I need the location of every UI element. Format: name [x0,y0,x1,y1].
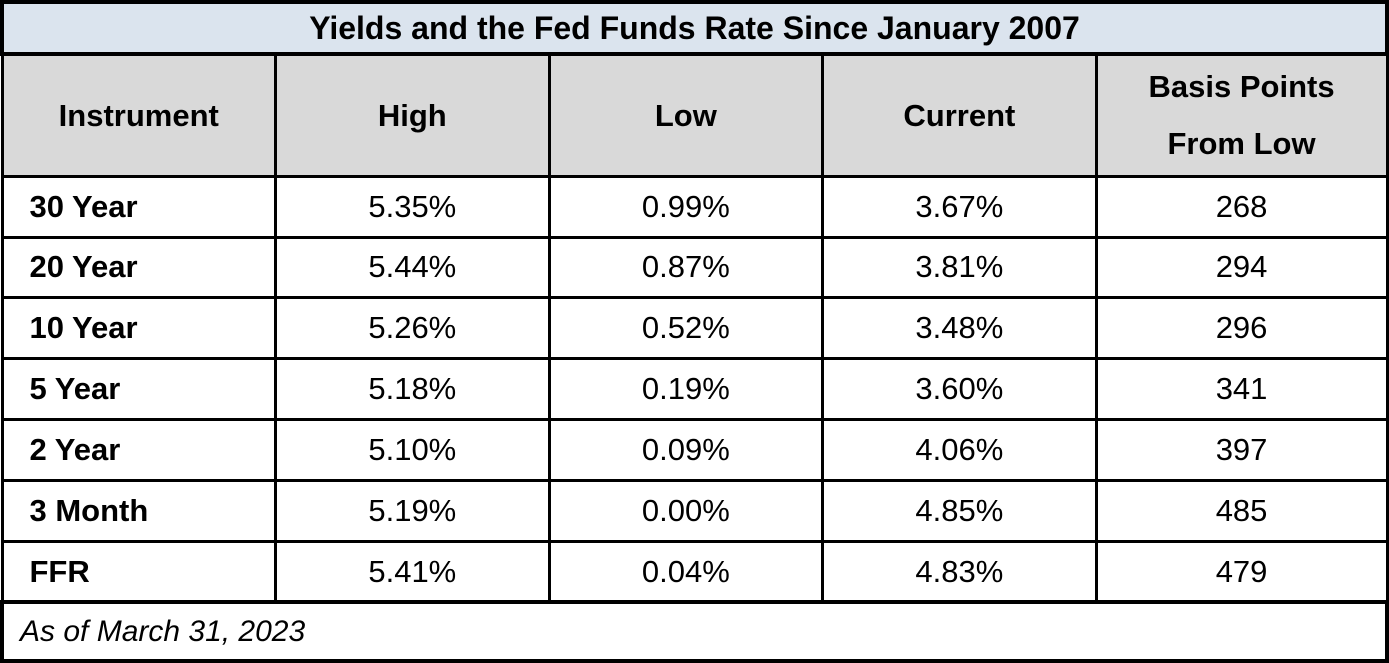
cell-low: 0.04% [547,539,825,604]
cell-high: 5.10% [274,418,551,482]
header-instrument: Instrument [0,52,278,178]
cell-bps: 485 [1094,478,1389,543]
table-header-row: Instrument High Low Current Basis Points… [0,52,1389,178]
cell-current: 4.06% [821,418,1098,482]
header-current: Current [821,52,1098,178]
cell-bps: 294 [1094,235,1389,300]
cell-instrument: 5 Year [0,357,278,422]
cell-current: 4.83% [821,539,1098,604]
cell-bps: 341 [1094,357,1389,422]
table-row-30-year: 30 Year 5.35% 0.99% 3.67% 268 [0,174,1389,239]
cell-high: 5.35% [274,174,551,239]
table-row-2-year: 2 Year 5.10% 0.09% 4.06% 397 [0,418,1389,482]
cell-instrument: 10 Year [0,296,278,361]
cell-current: 4.85% [821,478,1098,543]
cell-bps: 397 [1094,418,1389,482]
table-title: Yields and the Fed Funds Rate Since Janu… [0,0,1389,56]
cell-high: 5.26% [274,296,551,361]
cell-high: 5.44% [274,235,551,300]
header-low: Low [547,52,825,178]
table-row-ffr: FFR 5.41% 0.04% 4.83% 479 [0,539,1389,604]
cell-high: 5.41% [274,539,551,604]
cell-current: 3.81% [821,235,1098,300]
cell-low: 0.52% [547,296,825,361]
cell-instrument: 20 Year [0,235,278,300]
as-of-date-note: As of March 31, 2023 [0,600,1389,663]
cell-low: 0.00% [547,478,825,543]
cell-low: 0.09% [547,418,825,482]
table-row-5-year: 5 Year 5.18% 0.19% 3.60% 341 [0,357,1389,422]
cell-bps: 268 [1094,174,1389,239]
cell-instrument: 30 Year [0,174,278,239]
cell-low: 0.99% [547,174,825,239]
cell-bps: 479 [1094,539,1389,604]
table-footer-row: As of March 31, 2023 [0,600,1389,663]
cell-instrument: 3 Month [0,478,278,543]
cell-current: 3.60% [821,357,1098,422]
cell-low: 0.87% [547,235,825,300]
cell-instrument: FFR [0,539,278,604]
table-row-10-year: 10 Year 5.26% 0.52% 3.48% 296 [0,296,1389,361]
table-row-20-year: 20 Year 5.44% 0.87% 3.81% 294 [0,235,1389,300]
cell-current: 3.67% [821,174,1098,239]
header-high: High [274,52,551,178]
cell-bps: 296 [1094,296,1389,361]
cell-high: 5.19% [274,478,551,543]
table-row-3-month: 3 Month 5.19% 0.00% 4.85% 485 [0,478,1389,543]
cell-high: 5.18% [274,357,551,422]
cell-current: 3.48% [821,296,1098,361]
table-title-row: Yields and the Fed Funds Rate Since Janu… [0,0,1389,56]
cell-instrument: 2 Year [0,418,278,482]
header-basis-points-from-low: Basis Points From Low [1094,52,1389,178]
cell-low: 0.19% [547,357,825,422]
